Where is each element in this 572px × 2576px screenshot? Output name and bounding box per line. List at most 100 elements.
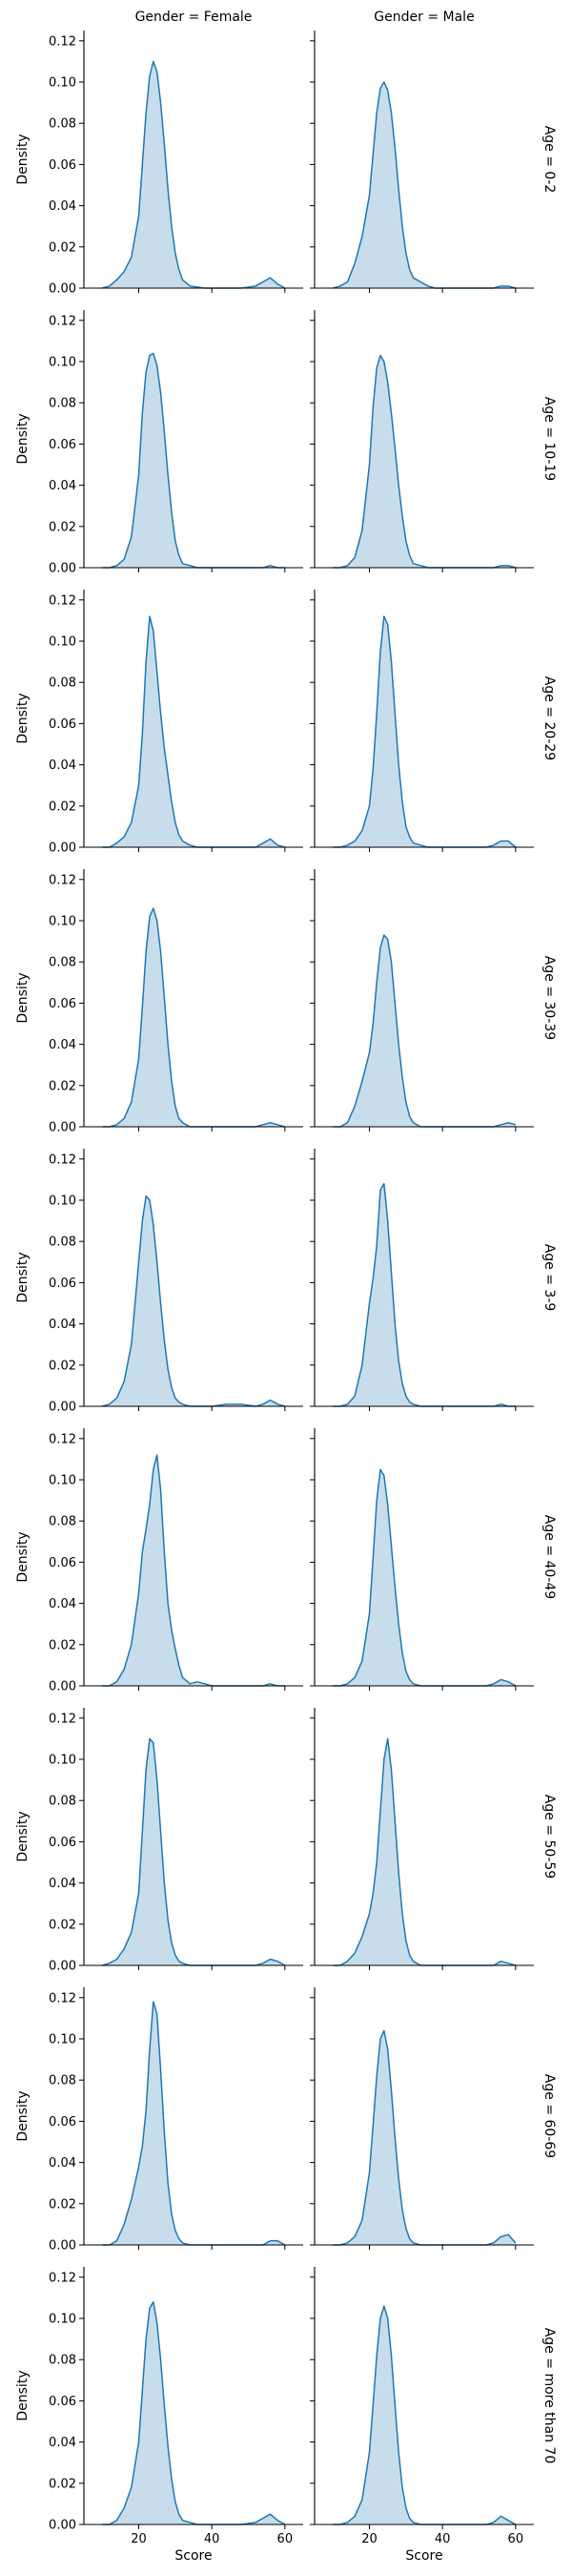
y-axis-label: Density <box>15 693 31 743</box>
y-axis-label: Density <box>15 134 31 184</box>
y-tick-label: 0.04 <box>49 1877 76 1891</box>
density-area <box>333 2306 516 2524</box>
y-tick-label: 0.10 <box>49 76 76 91</box>
y-tick-label: 0.00 <box>49 1680 76 1694</box>
density-area <box>333 1738 516 1965</box>
row-title: Age = 30-39 <box>541 956 557 1040</box>
y-tick-label: 0.06 <box>49 2395 76 2409</box>
x-tick-label: 40 <box>204 2532 220 2546</box>
y-tick-label: 0.08 <box>49 2354 76 2368</box>
y-tick-label: 0.04 <box>49 1597 76 1611</box>
density-area <box>102 1195 285 1406</box>
y-tick-label: 0.02 <box>49 1638 76 1652</box>
y-axis-label: Density <box>15 1531 31 1582</box>
density-line <box>333 354 517 569</box>
y-tick-label: 0.06 <box>49 1277 76 1291</box>
y-tick-label: 0.02 <box>49 520 76 534</box>
density-line <box>102 2300 286 2525</box>
density-area <box>102 616 285 847</box>
y-tick-label: 0.08 <box>49 1236 76 1250</box>
y-tick-label: 0.06 <box>49 1836 76 1850</box>
density-line <box>102 352 285 569</box>
density-area <box>102 1455 285 1686</box>
density-area <box>102 353 285 568</box>
y-tick-label: 0.12 <box>49 1991 76 2005</box>
density-line <box>333 1468 517 1687</box>
density-area <box>333 355 516 568</box>
y-tick-label: 0.00 <box>49 562 76 576</box>
y-tick-label: 0.06 <box>49 438 76 452</box>
density-area <box>102 2002 285 2245</box>
y-tick-label: 0.10 <box>49 1474 76 1488</box>
x-tick-label: 40 <box>435 2532 451 2546</box>
y-tick-label: 0.12 <box>49 2271 76 2285</box>
density-area <box>333 1469 516 1686</box>
y-tick-label: 0.04 <box>49 1318 76 1332</box>
density-line <box>333 2305 517 2525</box>
y-tick-label: 0.00 <box>49 1960 76 1974</box>
y-tick-label: 0.02 <box>49 1359 76 1373</box>
y-tick-label: 0.06 <box>49 717 76 732</box>
density-line <box>333 615 517 848</box>
y-tick-label: 0.02 <box>49 2477 76 2491</box>
y-tick-label: 0.00 <box>49 2239 76 2254</box>
y-tick-label: 0.04 <box>49 1038 76 1052</box>
y-tick-label: 0.10 <box>49 356 76 370</box>
y-axis-label: Density <box>15 413 31 464</box>
y-axis-label: Density <box>15 2370 31 2420</box>
row-title: Age = 0-2 <box>541 126 557 194</box>
y-tick-label: 0.10 <box>49 915 76 929</box>
y-tick-label: 0.00 <box>49 2519 76 2533</box>
row-title: Age = 20-29 <box>541 676 557 760</box>
density-area <box>102 61 285 289</box>
x-axis-label: Score <box>174 2548 212 2564</box>
y-tick-label: 0.04 <box>49 199 76 214</box>
y-tick-label: 0.08 <box>49 676 76 691</box>
row-title: Age = 40-49 <box>541 1515 557 1599</box>
x-axis-label: Score <box>405 2548 442 2564</box>
density-area <box>333 2030 516 2245</box>
row-title: Age = 50-59 <box>541 1795 557 1879</box>
row-title: Age = more than 70 <box>541 2328 557 2464</box>
y-tick-label: 0.08 <box>49 1795 76 1809</box>
y-tick-label: 0.06 <box>49 997 76 1011</box>
y-tick-label: 0.00 <box>49 282 76 297</box>
y-tick-label: 0.02 <box>49 1918 76 1932</box>
density-area <box>333 935 516 1127</box>
y-tick-label: 0.04 <box>49 479 76 493</box>
density-area <box>102 2301 285 2524</box>
y-tick-label: 0.08 <box>49 2074 76 2088</box>
density-area <box>333 616 516 847</box>
density-line <box>333 1737 517 1966</box>
density-line <box>101 1195 286 1407</box>
y-tick-label: 0.10 <box>49 1754 76 1768</box>
density-line <box>333 2029 517 2246</box>
x-tick-label: 20 <box>131 2532 147 2546</box>
y-axis-label: Density <box>15 1252 31 1302</box>
y-tick-label: 0.04 <box>49 2156 76 2171</box>
y-tick-label: 0.08 <box>49 1515 76 1529</box>
y-axis-label: Density <box>15 972 31 1023</box>
y-tick-label: 0.00 <box>49 1121 76 1135</box>
y-axis-label: Density <box>15 1811 31 1861</box>
y-tick-label: 0.10 <box>49 2033 76 2047</box>
y-tick-label: 0.00 <box>49 841 76 856</box>
row-title: Age = 10-19 <box>541 397 557 481</box>
y-tick-label: 0.02 <box>49 240 76 255</box>
density-line <box>101 1737 286 1966</box>
y-tick-label: 0.08 <box>49 397 76 411</box>
density-area <box>102 1738 285 1965</box>
y-tick-label: 0.02 <box>49 800 76 814</box>
y-tick-label: 0.06 <box>49 1556 76 1570</box>
density-area <box>333 1183 516 1406</box>
x-tick-label: 20 <box>361 2532 378 2546</box>
density-line <box>333 1182 516 1407</box>
y-axis-label: Density <box>15 2090 31 2141</box>
density-area <box>333 82 516 288</box>
y-tick-label: 0.04 <box>49 758 76 773</box>
x-tick-label: 60 <box>277 2532 294 2546</box>
density-line <box>102 907 286 1128</box>
y-tick-label: 0.04 <box>49 2436 76 2450</box>
row-title: Age = 60-69 <box>541 2074 557 2158</box>
